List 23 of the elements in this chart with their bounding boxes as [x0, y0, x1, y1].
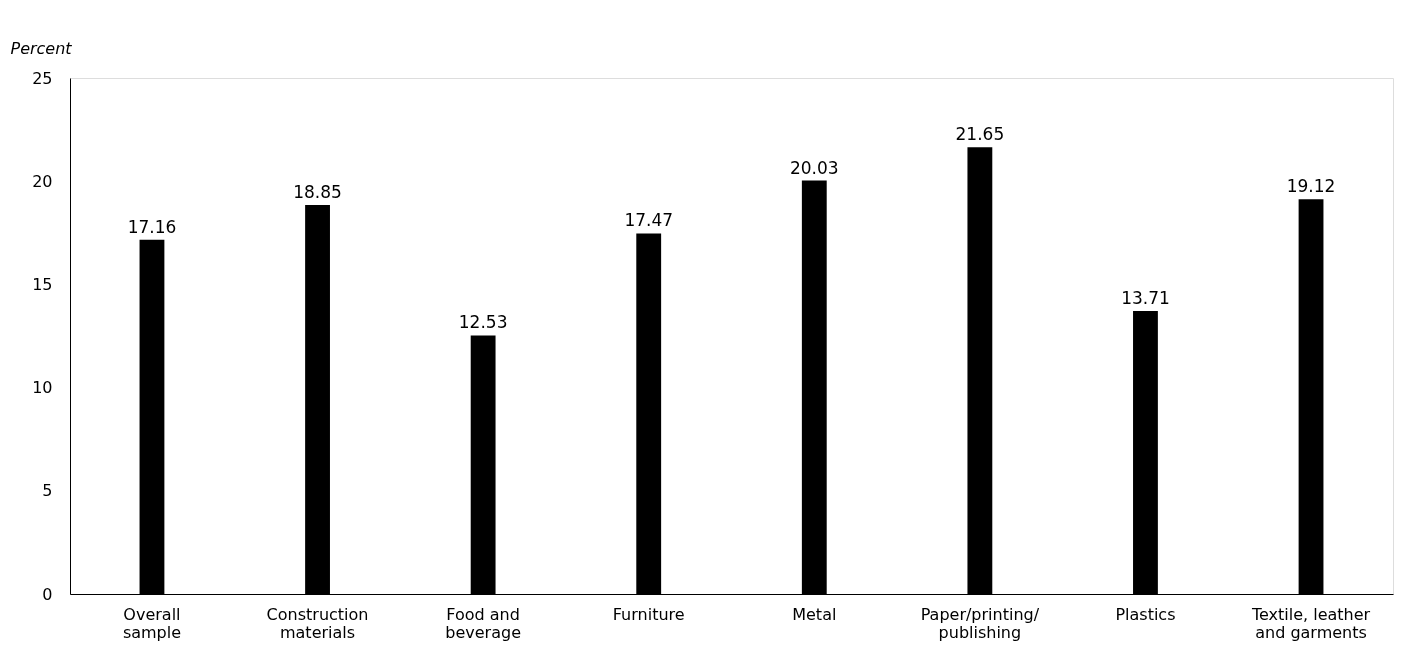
y-tick-label: 5 [42, 481, 53, 501]
y-tick-label: 15 [32, 274, 53, 294]
x-tick-label: Paper/printing/ publishing [920, 604, 1040, 642]
y-tick-label: 20 [32, 171, 53, 191]
data-label: 13.71 [1121, 288, 1170, 309]
x-tick-label: Textile, leather and garments [1250, 604, 1371, 642]
x-tick-label: Construction materials [266, 604, 369, 642]
data-label: 17.16 [127, 216, 177, 237]
y-axis-title: Percent [10, 38, 73, 58]
data-label: 19.12 [1286, 176, 1336, 197]
x-tick-label: Overall sample [122, 604, 182, 642]
data-label: 20.03 [789, 157, 839, 178]
x-tick-label: Furniture [612, 604, 685, 624]
y-tick-label: 0 [42, 584, 53, 604]
data-label: 21.65 [955, 124, 1005, 145]
y-tick-label: 25 [32, 68, 53, 88]
data-label: 18.85 [293, 181, 342, 202]
y-tick-label: 10 [32, 378, 53, 398]
x-tick-label: Plastics [1115, 604, 1176, 624]
data-label: 17.47 [624, 210, 674, 231]
x-tick-label: Metal [792, 604, 837, 624]
data-label: 12.53 [458, 312, 508, 333]
x-tick-label: Food and beverage [445, 604, 521, 642]
